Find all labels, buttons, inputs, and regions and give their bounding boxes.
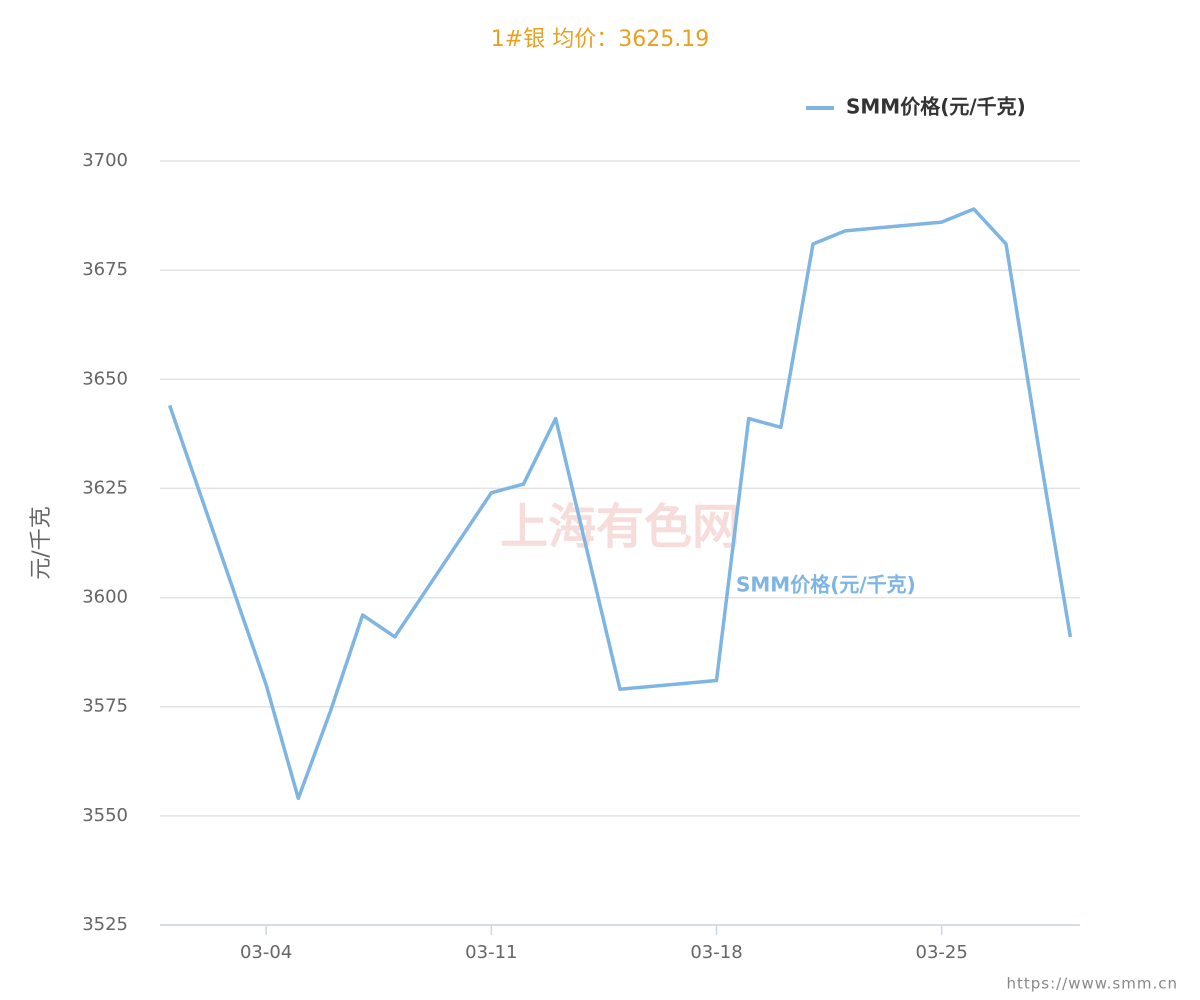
x-tick-label: 03-11 bbox=[465, 942, 517, 963]
x-tick-label: 03-25 bbox=[916, 942, 968, 963]
watermark-series-label: SMM价格(元/千克) bbox=[736, 573, 916, 597]
footer: https://www.smm.cn bbox=[1006, 975, 1178, 993]
legend-label: SMM价格(元/千克) bbox=[846, 95, 1026, 119]
y-tick-label: 3650 bbox=[82, 368, 128, 389]
y-tick-label: 3600 bbox=[82, 587, 128, 608]
x-tick-label: 03-18 bbox=[690, 942, 742, 963]
y-tick-label: 3675 bbox=[82, 259, 128, 280]
series-line bbox=[167, 207, 1073, 801]
y-axis-label: 元/千克 bbox=[29, 506, 54, 579]
y-tick-label: 3550 bbox=[82, 805, 128, 826]
watermark: 上海有色网 bbox=[500, 499, 740, 555]
y-tick-label: 3700 bbox=[82, 150, 128, 171]
y-tick-label: 3625 bbox=[82, 477, 128, 498]
chart-title: 1#银 均价：3625.19 bbox=[491, 27, 709, 52]
y-tick-label: 3575 bbox=[82, 696, 128, 717]
x-tick-label: 03-04 bbox=[240, 942, 292, 963]
y-tick-label: 3525 bbox=[82, 914, 128, 935]
